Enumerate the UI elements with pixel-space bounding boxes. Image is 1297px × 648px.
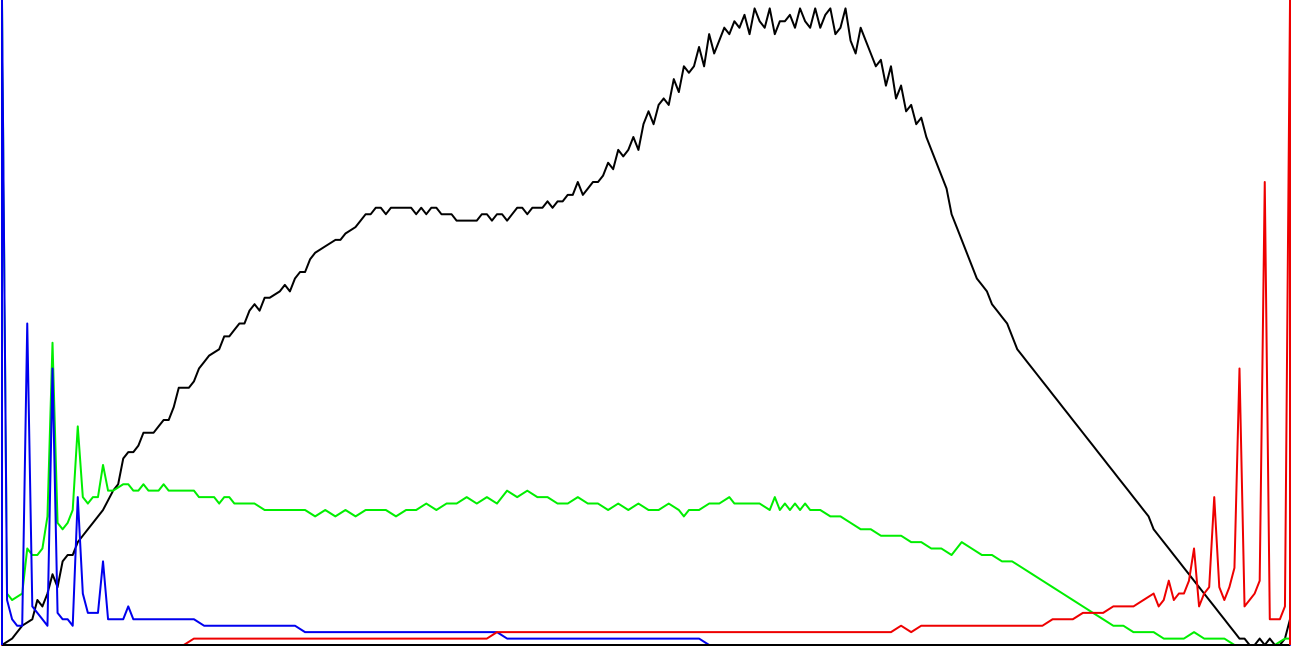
luminance-series-line: [1, 7, 1291, 646]
